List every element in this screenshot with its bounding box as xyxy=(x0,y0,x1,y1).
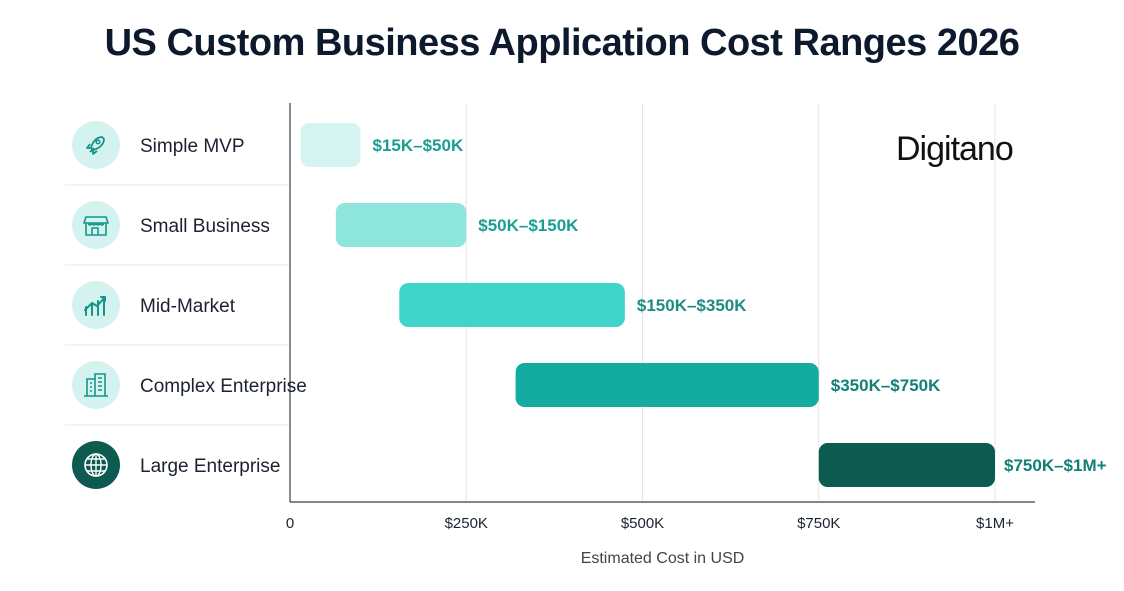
range-value-label: $15K–$50K xyxy=(373,136,464,155)
category-icon-bg xyxy=(72,361,120,409)
category-label: Complex Enterprise xyxy=(140,376,307,397)
range-value-label: $350K–$750K xyxy=(831,376,941,395)
category-label: Mid-Market xyxy=(140,296,236,317)
storefront-icon xyxy=(83,216,109,236)
chart-title: US Custom Business Application Cost Rang… xyxy=(104,22,1020,64)
range-value-label: $150K–$350K xyxy=(637,296,747,315)
range-bar xyxy=(399,283,625,327)
category-icon-bg xyxy=(72,121,120,169)
range-value-label: $750K–$1M+ xyxy=(1004,456,1107,475)
brand-logo: Digitano xyxy=(896,130,1014,169)
range-value-label: $50K–$150K xyxy=(478,216,579,235)
x-axis-label: Estimated Cost in USD xyxy=(580,550,745,567)
x-tick-label: $250K xyxy=(445,515,488,532)
category-label: Simple MVP xyxy=(140,136,245,157)
logo-text: Digitano xyxy=(896,130,1014,168)
range-bar xyxy=(335,203,467,247)
range-bar xyxy=(300,123,361,167)
rocket-icon xyxy=(86,136,105,155)
category-label: Small Business xyxy=(140,216,270,237)
x-tick-label: $1M+ xyxy=(976,515,1014,532)
globe-icon xyxy=(84,453,108,477)
range-bar xyxy=(818,443,995,487)
category-icon-bg xyxy=(72,201,120,249)
office-building-icon xyxy=(84,373,108,397)
x-tick-label: 0 xyxy=(286,515,294,532)
range-bar xyxy=(515,363,819,407)
growth-chart-icon xyxy=(84,296,106,316)
x-tick-label: $500K xyxy=(621,515,664,532)
category-label: Large Enterprise xyxy=(140,456,280,477)
x-tick-label: $750K xyxy=(797,515,840,532)
